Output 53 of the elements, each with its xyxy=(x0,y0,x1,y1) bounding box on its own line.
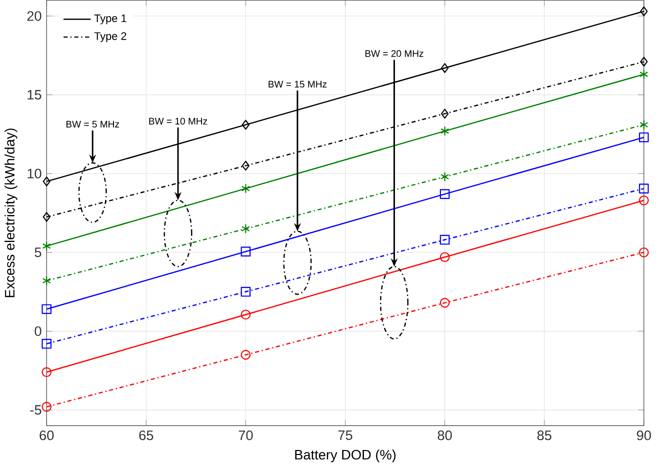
x-tick-label: 75 xyxy=(338,430,352,440)
y-tick-label: 20 xyxy=(27,11,42,21)
point xyxy=(42,276,51,286)
point xyxy=(440,252,450,262)
point xyxy=(440,172,450,182)
point xyxy=(640,70,648,80)
point xyxy=(640,120,648,130)
annotation: BW = 15 MHz xyxy=(268,80,327,88)
legend-label: Type 2 xyxy=(94,32,126,42)
x-tick-label: 90 xyxy=(636,430,651,440)
point xyxy=(638,184,649,194)
y-tick-label: -5 xyxy=(30,405,42,415)
x-tick-label: 60 xyxy=(40,430,54,440)
point xyxy=(42,241,51,252)
point xyxy=(42,212,50,222)
point xyxy=(240,246,251,257)
point xyxy=(440,234,450,245)
x-tick-label: 80 xyxy=(438,430,452,440)
y-axis-title: Excess electricity (kWh/day) xyxy=(4,128,18,298)
y-tick-label: 15 xyxy=(28,90,42,100)
point xyxy=(242,120,250,130)
point xyxy=(640,6,648,16)
point xyxy=(240,310,251,320)
y-tick-label: 10 xyxy=(28,168,42,179)
point xyxy=(638,248,649,258)
point xyxy=(241,184,250,194)
y-tick-label: 5 xyxy=(34,248,42,258)
y-tick-label: 0 xyxy=(34,326,42,336)
point xyxy=(640,56,648,67)
x-axis-title: Battery DOD (%) xyxy=(295,450,396,462)
point xyxy=(440,108,449,119)
legend-label: Type 1 xyxy=(94,14,126,24)
point xyxy=(440,298,450,308)
point xyxy=(240,286,251,297)
annotation: BW = 20 MHz xyxy=(365,50,424,57)
point xyxy=(440,189,450,200)
x-tick-label: 65 xyxy=(139,430,154,440)
point xyxy=(240,350,251,360)
point xyxy=(440,63,449,74)
point xyxy=(42,338,52,349)
x-tick-label: 70 xyxy=(238,430,253,440)
point xyxy=(241,224,250,234)
point xyxy=(42,367,52,378)
point xyxy=(638,196,649,206)
point xyxy=(440,126,450,136)
annotation: BW = 5 MHz xyxy=(66,120,120,128)
point xyxy=(42,176,50,186)
point xyxy=(42,402,52,412)
x-tick-label: 85 xyxy=(537,430,552,440)
point xyxy=(242,160,250,171)
annotation: BW = 10 MHz xyxy=(149,118,208,125)
point xyxy=(42,304,52,314)
point xyxy=(638,132,649,142)
